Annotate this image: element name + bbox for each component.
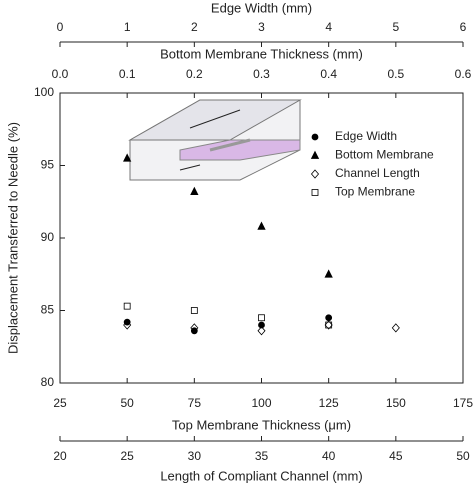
- x-tick-label: 0.4: [320, 67, 337, 81]
- point: [123, 302, 131, 310]
- x-tick-label: 0.6: [455, 67, 472, 81]
- y-tick-label: 80: [41, 375, 55, 389]
- x-axis-title: Top Membrane Thickness (μm): [172, 417, 351, 432]
- x-tick-label: 0.3: [253, 67, 270, 81]
- point: [190, 323, 199, 333]
- point: [258, 314, 265, 322]
- x-axis-title: Edge Width (mm): [211, 0, 312, 15]
- point: [190, 307, 198, 314]
- legend-label: Channel Length: [335, 166, 420, 180]
- x-tick-label: 50: [456, 449, 470, 463]
- x-tick-label: 100: [251, 396, 271, 410]
- x-tick-label: 125: [319, 396, 339, 410]
- y-tick-label: 100: [34, 85, 54, 99]
- x-tick-label: 150: [386, 396, 406, 410]
- point: [325, 321, 333, 329]
- x-tick-label: 1: [124, 20, 131, 34]
- x-tick-label: 45: [389, 449, 403, 463]
- point: [257, 221, 266, 230]
- x-tick-label: 3: [258, 20, 265, 34]
- legend-label: Bottom Membrane: [335, 148, 434, 162]
- x-tick-label: 30: [188, 449, 202, 463]
- x-tick-label: 25: [53, 396, 67, 410]
- point: [257, 326, 266, 336]
- x-tick-label: 0.5: [387, 67, 404, 81]
- point: [190, 327, 198, 335]
- point: [123, 318, 131, 326]
- x-axis-title: Length of Compliant Channel (mm): [160, 468, 362, 483]
- x-tick-label: 0.0: [52, 67, 69, 81]
- inset-device: [128, 99, 302, 181]
- legend-marker: [310, 169, 320, 179]
- x-tick-label: 20: [53, 449, 67, 463]
- point: [325, 314, 333, 322]
- x-tick-label: 6: [460, 20, 467, 34]
- x-tick-label: 40: [322, 449, 336, 463]
- legend-marker: [310, 150, 320, 159]
- x-tick-label: 175: [453, 396, 473, 410]
- legend-marker: [311, 133, 319, 141]
- point: [123, 153, 132, 162]
- legend-marker: [311, 189, 319, 196]
- x-tick-label: 0.2: [186, 67, 203, 81]
- point: [391, 323, 400, 333]
- point: [123, 320, 132, 330]
- x-tick-label: 2: [191, 20, 198, 34]
- point: [324, 320, 333, 330]
- legend-label: Edge Width: [335, 129, 397, 143]
- point: [190, 186, 199, 196]
- point: [258, 321, 265, 329]
- x-axis-title: Bottom Membrane Thickness (mm): [160, 46, 363, 61]
- x-tick-label: 5: [392, 20, 399, 34]
- y-tick-label: 85: [41, 303, 55, 317]
- x-tick-label: 25: [120, 449, 134, 463]
- point: [324, 269, 333, 278]
- x-tick-label: 4: [325, 20, 332, 34]
- x-tick-label: 35: [255, 449, 269, 463]
- y-tick-label: 90: [41, 230, 55, 244]
- legend-label: Top Membrane: [335, 185, 415, 199]
- x-tick-label: 75: [188, 396, 202, 410]
- x-tick-label: 0: [57, 20, 64, 34]
- y-axis-title: Displacement Transferred to Needle (%): [5, 122, 20, 354]
- x-tick-label: 0.1: [119, 67, 136, 81]
- x-tick-label: 50: [120, 396, 134, 410]
- y-tick-label: 95: [41, 158, 55, 172]
